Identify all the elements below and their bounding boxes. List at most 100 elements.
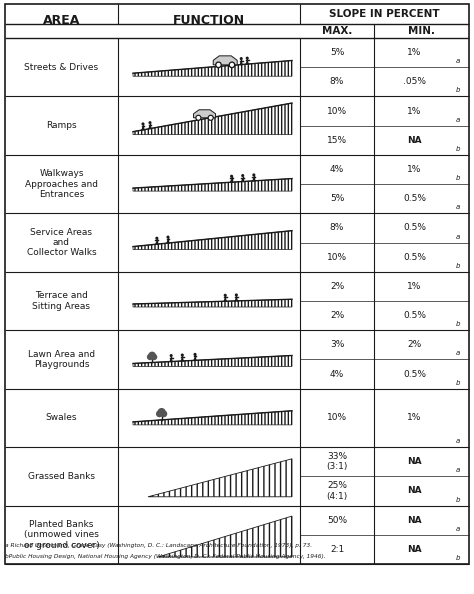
Text: Ramps: Ramps	[46, 121, 77, 130]
Text: Grassed Banks: Grassed Banks	[28, 472, 95, 481]
Text: MIN.: MIN.	[408, 26, 435, 36]
Circle shape	[216, 62, 221, 68]
Text: 4%: 4%	[330, 369, 344, 378]
Text: 1%: 1%	[407, 48, 422, 57]
Text: SLOPE IN PERCENT: SLOPE IN PERCENT	[329, 9, 440, 19]
Polygon shape	[213, 56, 237, 65]
Text: FUNCTION: FUNCTION	[173, 14, 245, 27]
Polygon shape	[133, 411, 292, 425]
Text: Planted Banks
(unmowed vines
or ground cover): Planted Banks (unmowed vines or ground c…	[24, 520, 100, 549]
Circle shape	[231, 175, 232, 177]
Text: 2%: 2%	[407, 340, 422, 349]
Polygon shape	[133, 299, 292, 307]
Circle shape	[197, 116, 200, 119]
Text: AREA: AREA	[43, 14, 80, 27]
Circle shape	[210, 116, 212, 119]
Text: a: a	[456, 204, 460, 210]
Text: 50%: 50%	[327, 516, 347, 525]
Text: a: a	[456, 116, 460, 123]
Text: 2%: 2%	[330, 311, 344, 320]
Text: b: b	[456, 321, 461, 327]
Circle shape	[236, 294, 237, 296]
Text: 8%: 8%	[330, 77, 344, 86]
Text: b: b	[456, 380, 461, 386]
Circle shape	[208, 115, 213, 120]
Text: 0.5%: 0.5%	[403, 252, 426, 262]
Circle shape	[147, 355, 153, 359]
Text: NA: NA	[407, 486, 422, 495]
Text: Lawn Area and
Playgrounds: Lawn Area and Playgrounds	[28, 350, 95, 369]
Text: 8%: 8%	[330, 223, 344, 232]
Circle shape	[224, 295, 226, 296]
Text: a: a	[456, 350, 460, 356]
Circle shape	[194, 353, 196, 355]
Text: NA: NA	[407, 136, 422, 145]
Polygon shape	[133, 179, 292, 191]
Text: b: b	[456, 87, 461, 93]
Polygon shape	[133, 355, 292, 366]
Polygon shape	[148, 459, 292, 497]
Text: 3%: 3%	[330, 340, 344, 349]
Text: Swales: Swales	[46, 413, 77, 422]
Polygon shape	[133, 61, 292, 76]
Text: b: b	[456, 146, 461, 152]
Circle shape	[149, 352, 155, 359]
Text: Streets & Drives: Streets & Drives	[25, 63, 99, 72]
Text: 33%
(3:1): 33% (3:1)	[326, 452, 348, 472]
Text: 4%: 4%	[330, 165, 344, 174]
Circle shape	[149, 122, 151, 124]
Text: b: b	[456, 175, 461, 181]
Text: 2:1: 2:1	[330, 545, 344, 554]
Circle shape	[229, 62, 235, 68]
Circle shape	[170, 355, 172, 356]
Circle shape	[253, 174, 255, 176]
Text: NA: NA	[407, 516, 422, 525]
Text: a: a	[456, 233, 460, 239]
Circle shape	[167, 236, 169, 238]
Text: NA: NA	[407, 545, 422, 554]
Text: 5%: 5%	[330, 48, 344, 57]
Text: 0.5%: 0.5%	[403, 311, 426, 320]
Text: a: a	[456, 526, 460, 532]
Circle shape	[242, 175, 244, 176]
Text: 2%: 2%	[330, 282, 344, 291]
Text: 0.5%: 0.5%	[403, 369, 426, 378]
Circle shape	[161, 411, 166, 416]
Text: 10%: 10%	[327, 106, 347, 116]
Text: Terrace and
Sitting Areas: Terrace and Sitting Areas	[33, 291, 91, 311]
Text: 1%: 1%	[407, 282, 422, 291]
Text: Walkways
Approaches and
Entrances: Walkways Approaches and Entrances	[25, 169, 98, 199]
Text: b: b	[456, 263, 461, 268]
Text: MAX.: MAX.	[322, 26, 352, 36]
Text: NA: NA	[407, 457, 422, 466]
Text: 1%: 1%	[407, 165, 422, 174]
Text: b: b	[456, 497, 461, 503]
Polygon shape	[133, 103, 292, 135]
Text: 0.5%: 0.5%	[403, 194, 426, 203]
Text: a: a	[456, 467, 460, 473]
Circle shape	[156, 238, 158, 239]
Text: 25%
(4:1): 25% (4:1)	[327, 481, 347, 501]
Circle shape	[217, 64, 220, 66]
Text: 5%: 5%	[330, 194, 344, 203]
Circle shape	[142, 123, 144, 125]
Text: b: b	[456, 555, 461, 561]
Circle shape	[240, 58, 242, 59]
Text: a: a	[456, 438, 460, 444]
Circle shape	[246, 57, 248, 59]
Circle shape	[157, 411, 162, 416]
Text: Service Areas
and
Collector Walks: Service Areas and Collector Walks	[27, 228, 96, 257]
Text: a Richard Untermann, Grade Easy (Washington, D. C.: Landscape Architecture Found: a Richard Untermann, Grade Easy (Washing…	[5, 543, 312, 548]
Circle shape	[196, 115, 201, 120]
Polygon shape	[133, 230, 292, 249]
Text: 0.5%: 0.5%	[403, 223, 426, 232]
Text: bPublic Housing Design, National Housing Agency (Washington, D. C.: Federal Publ: bPublic Housing Design, National Housing…	[5, 554, 326, 559]
Text: 1%: 1%	[407, 413, 422, 422]
Text: 10%: 10%	[327, 413, 347, 422]
Circle shape	[182, 354, 183, 356]
Text: a: a	[456, 58, 460, 64]
Circle shape	[158, 409, 165, 416]
Text: 10%: 10%	[327, 252, 347, 262]
Polygon shape	[158, 516, 292, 557]
Text: 1%: 1%	[407, 106, 422, 116]
